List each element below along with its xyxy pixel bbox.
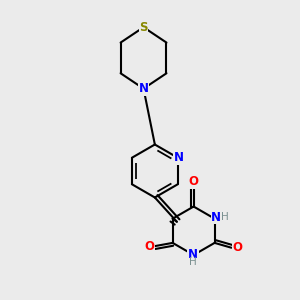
Text: N: N — [211, 211, 221, 224]
Text: H: H — [189, 257, 197, 267]
Text: S: S — [139, 21, 148, 34]
Text: O: O — [232, 241, 242, 254]
Text: O: O — [144, 240, 154, 253]
Text: O: O — [189, 176, 199, 188]
Text: N: N — [173, 151, 183, 164]
Text: N: N — [139, 82, 148, 95]
Text: N: N — [188, 248, 198, 260]
Text: H: H — [221, 212, 229, 222]
